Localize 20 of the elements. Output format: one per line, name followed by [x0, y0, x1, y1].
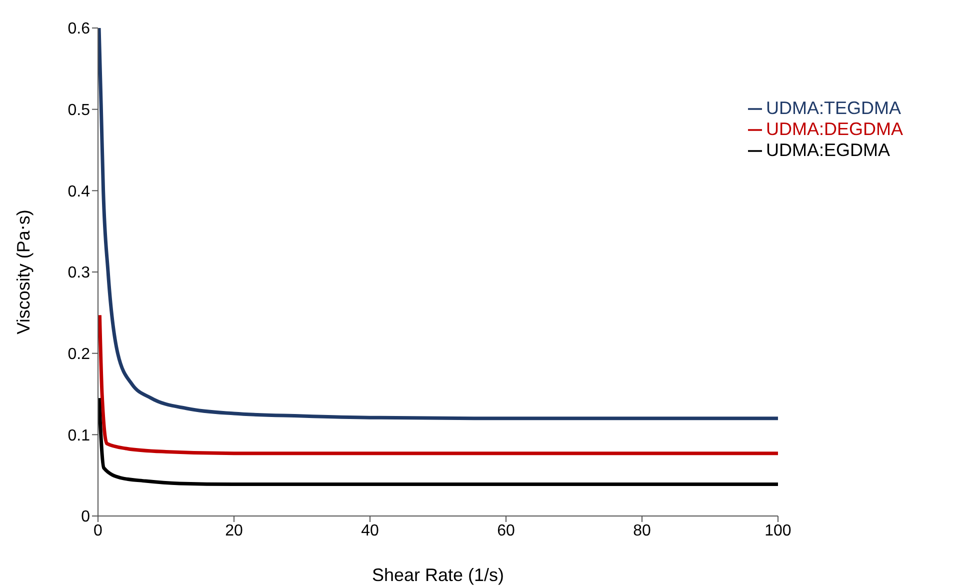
- y-axis-title: Viscosity (Pa⋅s): [13, 210, 34, 334]
- x-axis-title: Shear Rate (1/s): [372, 565, 504, 585]
- legend-label: UDMA:EGDMA: [766, 140, 890, 160]
- y-tick-label: 0.5: [68, 102, 90, 120]
- x-tick-label: 60: [497, 522, 515, 540]
- y-tick-label: 0.1: [68, 427, 90, 444]
- line-series: [98, 313, 778, 456]
- y-tick-label: 0: [81, 508, 90, 526]
- x-tick-label: 40: [361, 522, 379, 540]
- y-tick-label: 0.6: [68, 20, 90, 38]
- y-tick-label: 0.4: [68, 183, 90, 200]
- x-tick-label: 100: [764, 522, 792, 540]
- x-tick-label: 20: [225, 522, 243, 540]
- legend-label: UDMA:TEGDMA: [766, 98, 901, 118]
- x-tick-label: 0: [94, 522, 103, 540]
- y-tick-label: 0.3: [68, 264, 90, 282]
- x-tick-label: 80: [633, 522, 651, 540]
- line-series: [98, 396, 778, 486]
- legend-label: UDMA:DEGDMA: [766, 119, 903, 139]
- y-tick-label: 0.2: [68, 346, 90, 364]
